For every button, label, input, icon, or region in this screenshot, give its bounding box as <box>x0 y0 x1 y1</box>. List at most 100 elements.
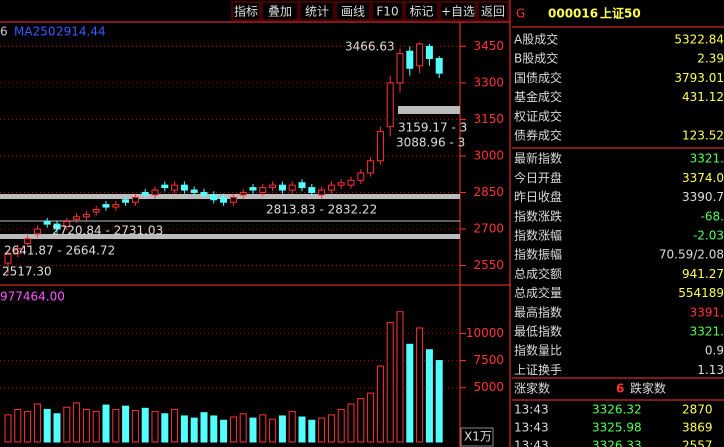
quote-code: 000016 <box>548 7 598 21</box>
volume-bar <box>406 343 414 443</box>
volume-bar <box>82 408 90 443</box>
breadth-value: 6 <box>616 382 624 396</box>
volume-bar <box>318 417 326 443</box>
candle-body <box>229 196 237 203</box>
indicator-value: 2914.44 <box>56 25 106 39</box>
volume-header: 977464.00 <box>0 290 65 304</box>
candle-body <box>112 204 120 208</box>
toolbar-button[interactable] <box>439 1 477 21</box>
quote-value: 3321. <box>690 152 724 166</box>
quote-label: 基金成交 <box>514 89 562 104</box>
candle-body <box>33 228 41 235</box>
toolbar-button[interactable] <box>231 1 261 21</box>
price-tick-label: 2850 <box>473 185 504 199</box>
toolbar-label[interactable]: +自选 <box>441 5 475 19</box>
volume-bar <box>161 413 169 443</box>
volume-tick-label: 10000 <box>466 326 504 340</box>
quote-value: 3321. <box>690 325 724 339</box>
candle-body <box>406 50 414 69</box>
annotation: 3466.63 <box>345 40 395 54</box>
candle-body <box>367 160 375 174</box>
tick-time: 13:43 <box>514 421 549 435</box>
quote-label: 总成交额 <box>514 266 562 281</box>
volume-bar <box>367 392 375 443</box>
quote-value: 70.59/2.08 <box>659 248 724 262</box>
volume-bar <box>249 417 257 443</box>
candle-body <box>386 82 394 128</box>
volume-bar <box>357 398 365 443</box>
quote-name: 上证50 <box>600 6 641 21</box>
candle-body <box>73 216 81 220</box>
volume-bar <box>220 419 228 443</box>
candle-body <box>298 182 306 189</box>
quote-value: 3390.7 <box>682 190 724 204</box>
tick-volume: 2557 <box>682 439 713 447</box>
annotation: 2641.87 - 2664.72 <box>4 244 115 258</box>
tick-price: 3325.98 <box>592 421 642 435</box>
indicator-name: MA250 <box>14 25 55 39</box>
toolbar-button[interactable] <box>477 1 509 21</box>
volume-bar <box>131 410 139 443</box>
candle-body <box>425 45 433 60</box>
toolbar-button[interactable] <box>261 1 299 21</box>
quote-label: 债券成交 <box>514 128 562 143</box>
volume-bar <box>239 413 247 443</box>
volume-tick-label: 5000 <box>473 380 504 394</box>
volume-bar <box>298 416 306 443</box>
tick-price: 3326.33 <box>592 439 642 447</box>
annotation: 3088.96 - 3 <box>396 136 465 150</box>
volume-bar <box>180 415 188 443</box>
quote-value: 5322.84 <box>674 33 724 47</box>
tick-price: 3326.32 <box>592 403 642 417</box>
toolbar-label[interactable]: 叠加 <box>268 5 292 19</box>
toolbar-label[interactable]: 统计 <box>305 5 329 19</box>
price-tick-label: 3450 <box>473 39 504 53</box>
quote-value: -2.03 <box>693 229 724 243</box>
tick-time: 13:43 <box>514 403 549 417</box>
candle-body <box>318 189 326 196</box>
quote-label: 指数量比 <box>514 343 562 358</box>
candle-body <box>210 194 218 201</box>
level-band <box>0 234 460 239</box>
toolbar-button[interactable] <box>371 1 404 21</box>
toolbar-label[interactable]: 指标 <box>234 4 258 19</box>
volume-bar <box>278 415 286 443</box>
volume-bar <box>63 406 71 443</box>
candle-body <box>239 191 247 196</box>
candle-body <box>376 131 384 162</box>
volume-bar <box>43 408 51 443</box>
toolbar-label[interactable]: 返回 <box>481 5 505 19</box>
quote-label: 上证换手 <box>514 363 562 377</box>
volume-bar <box>269 418 277 443</box>
volume-bar <box>396 311 404 443</box>
quote-value: 1.13 <box>697 363 724 377</box>
candle-body <box>288 184 296 191</box>
candle-body <box>92 209 100 213</box>
toolbar-label[interactable]: 画线 <box>341 5 365 19</box>
quote-value: 2.39 <box>697 52 724 66</box>
toolbar-label[interactable]: 标记 <box>409 5 433 19</box>
toolbar-button[interactable] <box>299 1 335 21</box>
toolbar-button[interactable] <box>335 1 371 21</box>
candle-body <box>161 184 169 189</box>
toolbar-label[interactable]: F10 <box>376 5 398 19</box>
price-tick-label: 3300 <box>473 75 504 89</box>
quote-value: 3374.0 <box>682 171 724 185</box>
price-tick-label: 3150 <box>473 112 504 126</box>
toolbar-button[interactable] <box>404 1 439 21</box>
volume-bar <box>141 407 149 443</box>
annotation: 2517.30 <box>2 265 52 279</box>
candle-body <box>416 43 424 67</box>
volume-bar <box>288 411 296 443</box>
volume-bar <box>92 411 100 443</box>
candle-body <box>337 182 345 186</box>
volume-bar <box>376 365 384 443</box>
volume-bar <box>14 408 22 443</box>
volume-bar <box>416 327 424 443</box>
candle-body <box>357 172 365 181</box>
quote-value: -68. <box>701 209 724 223</box>
quote-label: 指数振幅 <box>514 247 562 262</box>
price-tick-label: 3000 <box>473 148 504 162</box>
quote-value: 941.27 <box>682 267 724 281</box>
